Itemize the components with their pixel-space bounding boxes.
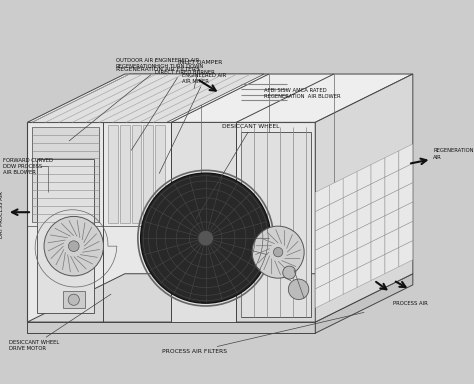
Polygon shape: [343, 268, 357, 294]
Text: PROCESS AIR: PROCESS AIR: [393, 301, 428, 306]
Circle shape: [68, 294, 79, 305]
Bar: [143, 125, 153, 223]
Polygon shape: [371, 158, 385, 184]
Bar: [155, 125, 165, 223]
Text: OUTDOOR AIR /
REGENERATION: OUTDOOR AIR / REGENERATION: [116, 58, 156, 69]
Polygon shape: [399, 221, 413, 247]
Polygon shape: [27, 274, 413, 322]
Polygon shape: [357, 203, 371, 230]
Polygon shape: [315, 205, 329, 231]
Polygon shape: [385, 247, 399, 274]
Polygon shape: [315, 224, 329, 250]
Polygon shape: [329, 198, 343, 224]
Polygon shape: [343, 172, 357, 198]
Polygon shape: [385, 170, 399, 196]
Text: DRY PROCESS AIR: DRY PROCESS AIR: [0, 191, 4, 238]
Polygon shape: [343, 191, 357, 217]
Bar: [120, 125, 130, 223]
Polygon shape: [315, 185, 329, 212]
Text: AFBI SISW AMCA RATED
REGENERATION  AIR BLOWER: AFBI SISW AMCA RATED REGENERATION AIR BL…: [264, 88, 341, 99]
Circle shape: [283, 266, 296, 279]
Polygon shape: [371, 254, 385, 280]
Polygon shape: [329, 237, 343, 263]
Polygon shape: [385, 228, 399, 254]
Polygon shape: [399, 144, 413, 170]
Polygon shape: [27, 122, 315, 322]
Text: ENGINEERED AIR
AIR MIXER: ENGINEERED AIR AIR MIXER: [159, 73, 227, 174]
Bar: [36, 159, 94, 313]
Text: DESICCANT WHEEL
DRIVE MOTOR: DESICCANT WHEEL DRIVE MOTOR: [9, 294, 111, 351]
Polygon shape: [343, 210, 357, 237]
Polygon shape: [371, 235, 385, 261]
Polygon shape: [357, 261, 371, 287]
Polygon shape: [357, 223, 371, 249]
Polygon shape: [357, 184, 371, 210]
Polygon shape: [329, 256, 343, 282]
Circle shape: [68, 241, 79, 252]
Text: REGENERATION
AIR: REGENERATION AIR: [433, 148, 474, 159]
Polygon shape: [329, 275, 343, 301]
Polygon shape: [343, 230, 357, 256]
Text: DESICCANT WHEEL: DESICCANT WHEEL: [196, 124, 280, 218]
Polygon shape: [371, 216, 385, 242]
Text: ENGINEERED AIR
HIGH TURN DOWN
DIRECT FIRED BURNER: ENGINEERED AIR HIGH TURN DOWN DIRECT FIR…: [131, 58, 214, 150]
Bar: [32, 127, 99, 222]
Polygon shape: [315, 282, 329, 308]
Polygon shape: [343, 249, 357, 275]
Polygon shape: [357, 242, 371, 268]
Polygon shape: [385, 151, 399, 177]
Circle shape: [273, 247, 283, 257]
Polygon shape: [329, 179, 343, 205]
Bar: [171, 122, 237, 322]
Circle shape: [288, 279, 309, 300]
Polygon shape: [357, 165, 371, 191]
Polygon shape: [399, 240, 413, 267]
Polygon shape: [315, 263, 329, 289]
Polygon shape: [399, 182, 413, 209]
Circle shape: [44, 217, 103, 276]
Polygon shape: [399, 163, 413, 189]
Polygon shape: [27, 322, 315, 333]
Polygon shape: [329, 217, 343, 243]
Polygon shape: [315, 74, 413, 322]
Text: FORWARD CURVED
DDW PROCESS
AIR BLOWER: FORWARD CURVED DDW PROCESS AIR BLOWER: [3, 157, 53, 175]
Circle shape: [198, 230, 213, 246]
Text: REGENERATION AIR FILTERS: REGENERATION AIR FILTERS: [69, 67, 200, 141]
Polygon shape: [32, 74, 264, 122]
Polygon shape: [315, 274, 413, 333]
Polygon shape: [315, 243, 329, 270]
Text: PROCESS AIR FILTERS: PROCESS AIR FILTERS: [162, 313, 364, 354]
Polygon shape: [27, 74, 413, 122]
Circle shape: [141, 173, 271, 303]
Bar: [241, 132, 310, 318]
Polygon shape: [371, 196, 385, 223]
Bar: [132, 125, 141, 223]
Bar: [108, 125, 118, 223]
Text: INLET DAMPER: INLET DAMPER: [178, 60, 222, 89]
Bar: [63, 291, 85, 308]
Circle shape: [252, 226, 304, 278]
Polygon shape: [371, 177, 385, 203]
Polygon shape: [385, 209, 399, 235]
Polygon shape: [399, 202, 413, 228]
Polygon shape: [385, 189, 399, 216]
Polygon shape: [27, 74, 413, 322]
